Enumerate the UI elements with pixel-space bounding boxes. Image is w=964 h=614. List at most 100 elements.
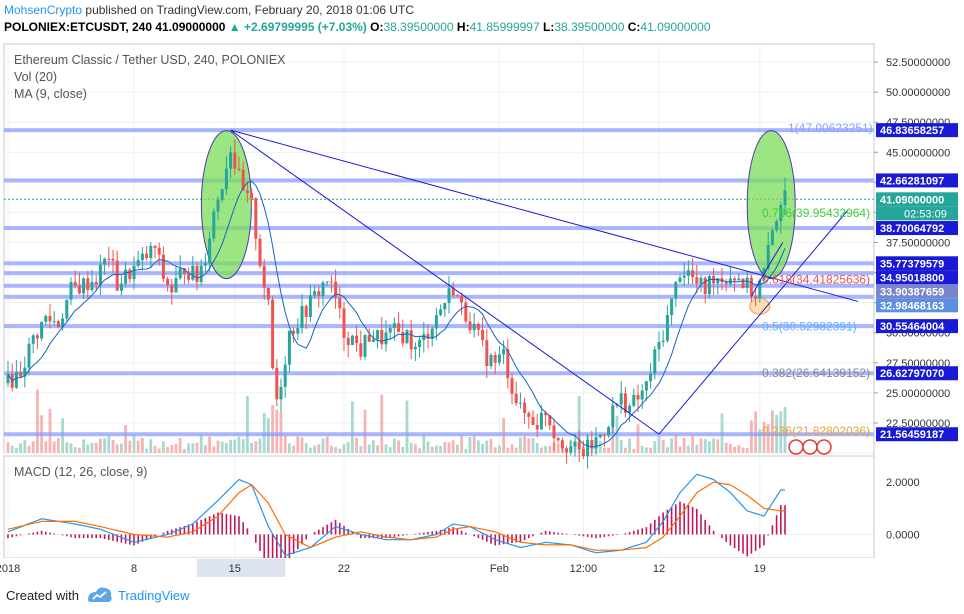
volume-bar — [510, 444, 514, 453]
candle-body — [174, 278, 178, 293]
macd-histogram-bar — [402, 534, 404, 536]
macd-histogram-bar — [746, 534, 748, 557]
fib-level-line — [4, 283, 874, 288]
volume-bar — [435, 445, 438, 453]
volume-bar — [342, 444, 346, 453]
volume-bar — [162, 441, 165, 453]
macd-histogram-bar — [733, 534, 736, 549]
y-tick-label: 37.50000000 — [886, 237, 950, 249]
candle-body — [254, 198, 258, 239]
volume-bar — [153, 445, 157, 453]
macd-histogram-bar — [137, 534, 139, 544]
macd-histogram-bar — [641, 528, 643, 535]
downtrend-line — [230, 129, 660, 435]
volume-bar — [762, 421, 766, 453]
event-marker-icon — [816, 439, 832, 455]
macd-histogram-bar — [192, 523, 194, 535]
fib-level-line — [4, 294, 874, 299]
volume-bar — [481, 443, 484, 453]
candle-body — [707, 276, 711, 295]
price-label: 42.66281097 — [880, 175, 944, 187]
x-tick-label: 19 — [754, 563, 766, 575]
volume-bar — [443, 442, 447, 453]
candle-body — [661, 340, 665, 343]
candle-body — [258, 238, 262, 266]
candle-body — [581, 449, 585, 457]
y-tick-label: 45.00000000 — [886, 147, 950, 159]
volume-bar — [246, 395, 249, 453]
fib-annotation: 0.786(39.95432964) — [762, 206, 870, 220]
volume-bar — [191, 443, 195, 453]
x-tick-label: 15 — [229, 563, 241, 575]
volume-bar — [674, 435, 678, 453]
volume-bar — [283, 435, 287, 453]
volume-bar — [23, 439, 27, 453]
candle-body — [535, 424, 539, 430]
volume-bar — [523, 436, 526, 453]
macd-histogram-bar — [738, 534, 740, 551]
volume-bar — [48, 408, 52, 453]
volume-bar — [514, 447, 518, 453]
macd-histogram-bar — [116, 534, 118, 542]
macd-histogram-bar — [120, 534, 123, 543]
macd-histogram-bar — [708, 525, 711, 535]
candle-body — [69, 282, 73, 300]
volume-bar — [355, 437, 358, 453]
macd-histogram-bar — [280, 534, 282, 565]
macd-histogram-bar — [49, 532, 51, 535]
candle-body — [527, 413, 531, 417]
candle-body — [355, 335, 359, 344]
candle-body — [153, 245, 157, 248]
price-label-box — [876, 221, 958, 236]
macd-histogram-bar — [372, 534, 375, 539]
candle-body — [665, 315, 669, 341]
candle-body — [279, 386, 283, 400]
tradingview-link[interactable]: TradingView — [118, 588, 190, 603]
candle-body — [724, 282, 728, 284]
volume-bar — [687, 445, 690, 453]
volume-bar — [708, 441, 711, 453]
up-arrow-icon: ▲ — [228, 20, 241, 34]
volume-bar — [460, 435, 463, 453]
x-tick-label: 12:00 — [570, 563, 598, 575]
macd-histogram-bar — [204, 517, 207, 535]
volume-bar — [258, 438, 262, 453]
candle-body — [703, 277, 707, 295]
volume-bar — [10, 445, 14, 453]
footer: Created with TradingView — [0, 578, 964, 614]
volume-bar — [628, 438, 631, 453]
resistance-line — [230, 129, 859, 302]
macd-histogram-bar — [532, 534, 534, 537]
volume-bar — [90, 442, 94, 453]
volume-bar — [170, 445, 174, 453]
macd-histogram-bar — [780, 505, 782, 535]
candle-body — [686, 270, 690, 276]
macd-histogram-bar — [633, 530, 635, 535]
macd-histogram-bar — [108, 534, 110, 540]
author-link[interactable]: MohsenCrypto — [4, 3, 83, 17]
volume-bar — [204, 445, 207, 453]
macd-histogram-bar — [263, 534, 265, 560]
volume-bar — [288, 443, 291, 453]
volume-bar — [145, 448, 148, 453]
macd-histogram-bar — [259, 534, 261, 551]
price-label: 21.56459187 — [880, 429, 944, 441]
volume-bar — [716, 439, 720, 453]
macd-legend: MACD (12, 26, close, 9) — [14, 465, 148, 479]
price-label-box — [876, 270, 958, 285]
candle-body — [271, 299, 275, 368]
candle-body — [623, 393, 627, 413]
macd-histogram-bar — [456, 528, 459, 535]
candle-body — [468, 321, 472, 331]
price-label: 32.98468163 — [880, 300, 944, 312]
macd-histogram-bar — [313, 532, 316, 535]
price-label-box — [876, 298, 958, 313]
volume-bar — [388, 447, 392, 453]
trend-lines — [230, 129, 859, 435]
publish-header: MohsenCrypto published on TradingView.co… — [4, 3, 414, 17]
macd-histogram-bar — [473, 534, 475, 537]
macd-histogram-bar — [322, 527, 324, 535]
candle-body — [653, 349, 657, 374]
candle-body — [422, 334, 426, 340]
volume-bar — [220, 441, 224, 453]
